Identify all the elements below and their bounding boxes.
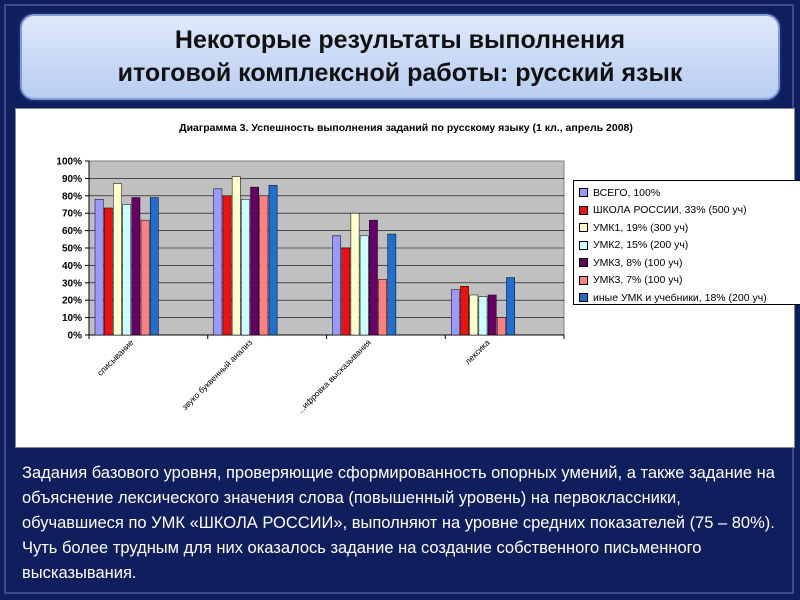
y-tick-label: 100% — [56, 157, 82, 168]
legend-label: иные УМК и учебники, 18% (200 уч) — [593, 291, 767, 304]
legend-label: УМК1, 19% (300 уч) — [593, 221, 689, 234]
x-category-label: лексика — [463, 337, 492, 366]
bar — [213, 188, 223, 336]
legend-swatch — [579, 240, 588, 250]
chart-legend: ВСЕГО, 100% ШКОЛА РОССИИ, 33% (500 уч) УМК… — [573, 180, 800, 305]
bar-chart: Диаграмма 3. Успешность выполнения задан… — [56, 122, 633, 415]
bar — [113, 183, 122, 336]
legend-item: иные УМК и учебники, 18% (200 уч) — [579, 289, 800, 307]
y-tick-label: 0% — [68, 331, 83, 342]
bar — [149, 197, 159, 336]
legend-swatch — [579, 258, 588, 268]
legend-item: ВСЕГО, 100% — [579, 184, 800, 202]
slide-title-box: Некоторые результаты выполнения итоговой… — [20, 14, 780, 100]
legend-swatch — [579, 275, 588, 285]
chart-title: Диаграмма 3. Успешность выполнения задан… — [179, 122, 633, 134]
bar — [122, 204, 132, 336]
legend-item: УМК1, 19% (300 уч) — [579, 219, 800, 237]
bar — [140, 219, 150, 336]
bar — [497, 317, 506, 336]
bar — [460, 286, 469, 336]
legend-swatch — [579, 293, 588, 303]
y-tick-label: 30% — [62, 278, 82, 289]
legend-label: ВСЕГО, 100% — [593, 186, 661, 199]
bar — [332, 235, 341, 336]
bar — [222, 195, 232, 336]
legend-label: ШКОЛА РОССИИ, 33% (500 уч) — [593, 204, 747, 217]
slide-title-line-2: итоговой комплексной работы: русский язы… — [117, 59, 683, 87]
bar — [341, 247, 351, 336]
y-tick-label: 80% — [62, 191, 82, 202]
bar — [378, 279, 387, 336]
slide-title-line-1: Некоторые результаты выполнения — [174, 26, 626, 54]
bar — [131, 197, 141, 336]
x-category-label: звуко буквенный анализ — [180, 337, 255, 412]
y-tick-label: 10% — [62, 313, 82, 324]
bar — [359, 235, 369, 336]
legend-label: УМК3, 7% (100 уч) — [593, 274, 683, 287]
legend-item: УМК2, 15% (200 уч) — [579, 237, 800, 255]
bar — [478, 296, 488, 336]
bar — [451, 289, 460, 336]
y-tick-label: 90% — [62, 174, 82, 185]
bar — [94, 199, 104, 336]
legend-swatch — [579, 205, 588, 215]
y-tick-label: 60% — [62, 226, 82, 237]
x-category-label: ...ифровка высказывания — [295, 337, 373, 415]
legend-item: УМК3, 8% (100 уч) — [579, 254, 800, 272]
bar — [350, 212, 360, 336]
bar — [369, 219, 378, 336]
legend-item: УМК3, 7% (100 уч) — [579, 272, 800, 290]
y-tick-label: 40% — [62, 261, 82, 272]
bar — [469, 294, 479, 336]
chart-panel: Диаграмма 3. Успешность выполнения задан… — [15, 108, 800, 448]
bar — [506, 277, 515, 336]
legend-label: УМК2, 15% (200 уч) — [593, 239, 689, 252]
slide-body-text: Задания базового уровня, проверяющие сфо… — [22, 464, 775, 582]
bar — [259, 195, 269, 336]
legend-label: УМК3, 8% (100 уч) — [593, 256, 683, 269]
legend-item: ШКОЛА РОССИИ, 33% (500 уч) — [579, 202, 800, 220]
bar — [250, 186, 260, 336]
y-tick-label: 50% — [62, 244, 82, 255]
bar — [268, 185, 278, 336]
bar — [231, 176, 241, 336]
y-tick-label: 70% — [62, 209, 82, 220]
legend-swatch — [579, 223, 588, 233]
bar — [487, 294, 497, 336]
x-category-label: списывание — [95, 337, 136, 378]
y-tick-label: 20% — [62, 296, 82, 307]
bar — [103, 207, 113, 336]
bar — [241, 199, 250, 336]
bar — [387, 233, 397, 336]
legend-swatch — [579, 188, 588, 198]
